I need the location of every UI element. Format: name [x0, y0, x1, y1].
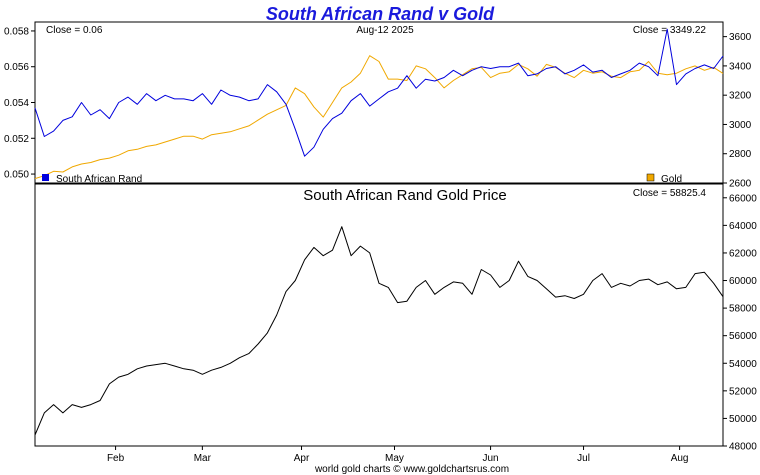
x-tick-label: Feb [107, 453, 125, 464]
top-right-axis-tick-label: 2600 [729, 179, 752, 190]
x-tick-label: May [385, 453, 404, 464]
bottom-right-axis-tick-label: 52000 [729, 386, 757, 397]
x-tick-label: Apr [294, 453, 310, 464]
chart-title: South African Rand v Gold [266, 4, 495, 24]
top-panel-frame [34, 21, 724, 184]
x-tick-label: Jun [483, 453, 499, 464]
bottom-panel-frame [34, 183, 724, 447]
bottom-close-value: Close = 58825.4 [633, 188, 707, 199]
bottom-right-axis-tick-label: 58000 [729, 304, 757, 315]
bottom-right-axis-tick-label: 56000 [729, 331, 757, 342]
left-axis-tick-label: 0.052 [4, 134, 29, 145]
top-right-axis-ticks: 2600 2800 3000 3200 3400 3600 [723, 32, 752, 190]
legend-gold-swatch [646, 173, 655, 182]
left-axis-tick-label: 0.058 [4, 26, 29, 37]
left-axis-tick-label: 0.056 [4, 62, 29, 73]
x-tick-label: Aug [671, 453, 689, 464]
rand-series-line [34, 28, 724, 157]
top-right-axis-tick-label: 3400 [729, 61, 752, 72]
bottom-right-axis-tick-label: 48000 [729, 442, 757, 453]
top-series-lines [34, 28, 724, 180]
legend-gold-label: Gold [661, 174, 682, 185]
top-right-axis-tick-label: 3200 [729, 91, 752, 102]
legend-rand-swatch [42, 174, 49, 181]
top-right-axis-tick-label: 2800 [729, 149, 752, 160]
bottom-right-axis-tick-label: 50000 [729, 414, 757, 425]
bottom-right-axis-tick-label: 62000 [729, 248, 757, 259]
legend-rand-label: South African Rand [56, 174, 142, 185]
bottom-right-axis-tick-label: 64000 [729, 221, 757, 232]
bottom-right-axis-tick-label: 54000 [729, 359, 757, 370]
x-axis-ticks: Feb Mar Apr May Jun Jul Aug [107, 446, 689, 464]
top-right-axis-tick-label: 3600 [729, 32, 752, 43]
left-axis-tick-label: 0.054 [4, 98, 29, 109]
left-axis-ticks: 0.050 0.052 0.054 0.056 0.058 [4, 26, 35, 181]
bottom-right-axis-tick-label: 60000 [729, 276, 757, 287]
bottom-right-axis-ticks: 48000 50000 52000 54000 56000 58000 60000 62000… [723, 193, 757, 453]
bottom-series-line [34, 226, 724, 436]
top-close-left: Close = 0.06 [46, 25, 103, 36]
x-tick-label: Jul [577, 453, 590, 464]
rand-gold-price-series-line [34, 226, 724, 436]
bottom-right-axis-tick-label: 66000 [729, 193, 757, 204]
bottom-chart-title: South African Rand Gold Price [303, 187, 506, 204]
footer-credit: world gold charts © www.goldchartsrus.co… [314, 464, 509, 475]
left-axis-tick-label: 0.050 [4, 170, 29, 181]
top-date-label: Aug-12 2025 [356, 25, 414, 36]
top-right-axis-tick-label: 3000 [729, 120, 752, 131]
top-close-right: Close = 3349.22 [633, 25, 707, 36]
x-tick-label: Mar [194, 453, 212, 464]
